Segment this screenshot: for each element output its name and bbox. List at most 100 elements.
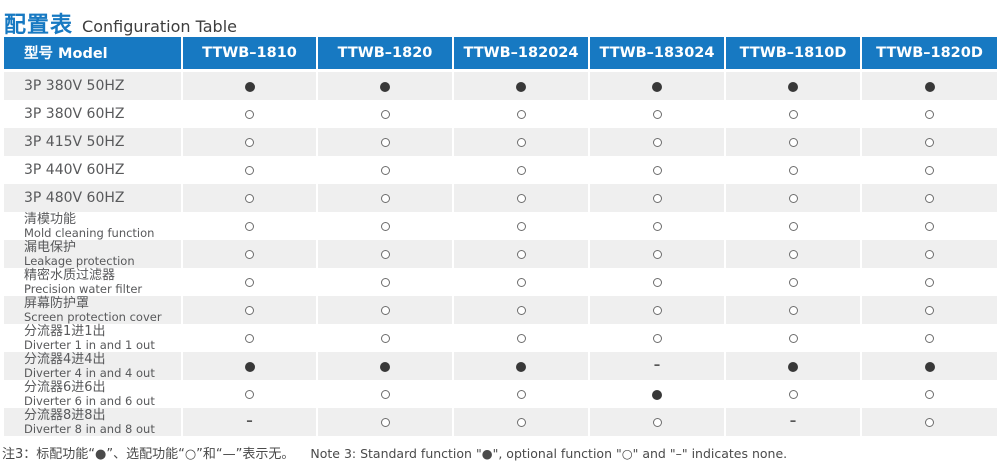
optional-function-circle-icon (380, 166, 390, 175)
standard-function-dot-icon (924, 361, 935, 372)
table-cell (317, 267, 454, 296)
table-cell (182, 295, 318, 324)
row-label-en: Diverter 4 in and 4 out (24, 365, 155, 380)
table-cell (453, 295, 590, 324)
optional-function-circle-icon (245, 194, 254, 203)
table-cell (453, 239, 590, 268)
table-cell (725, 295, 862, 324)
table-cell (861, 379, 997, 408)
table-cell (589, 295, 726, 324)
table-cell (861, 351, 997, 380)
row-label-cell: 3P 440V 60HZ (4, 155, 183, 184)
table-cell (317, 407, 454, 436)
row-label-zh: 分流器6进6出 (24, 379, 106, 395)
table-row: 漏电保护 Leakage protection (4, 239, 997, 268)
footnote-en: Note 3: Standard function "●", optional … (310, 445, 788, 461)
row-label-zh: 精密水质过滤器 (24, 267, 116, 283)
row-label-en: Diverter 8 in and 8 out (24, 421, 155, 436)
configuration-table: 型号 Model TTWB–1810 TTWB–1820 TTWB–182024 TTW… (4, 37, 997, 436)
table-row: 3P 480V 60HZ (4, 183, 997, 212)
optional-function-circle-icon (516, 250, 526, 259)
table-cell (453, 70, 590, 100)
table-cell (861, 183, 997, 212)
optional-function-circle-icon (788, 334, 798, 343)
table-cell (182, 239, 318, 268)
table-row: 分流器8进8出 Diverter 8 in and 8 out – – (4, 407, 997, 436)
optional-function-circle-icon (380, 278, 390, 287)
table-cell (453, 211, 590, 240)
table-cell (725, 155, 862, 184)
optional-function-circle-icon (925, 278, 934, 287)
optional-function-circle-icon (516, 334, 526, 343)
row-label-cell: 精密水质过滤器 Precision water filter (4, 267, 183, 296)
optional-function-circle-icon (516, 390, 526, 399)
optional-function-circle-icon (380, 222, 390, 231)
table-cell (589, 99, 726, 128)
table-cell (182, 323, 318, 352)
table-cell (861, 267, 997, 296)
standard-function-dot-icon (380, 361, 390, 372)
optional-function-circle-icon (380, 250, 390, 259)
table-row: 分流器1进1出 Diverter 1 in and 1 out (4, 323, 997, 352)
row-label-zh: 分流器1进1出 (24, 323, 106, 339)
header-model-ttwb-1820: TTWB–1820 (317, 37, 454, 72)
table-cell (182, 127, 318, 156)
optional-function-circle-icon (652, 110, 662, 119)
row-label-zh: 漏电保护 (24, 239, 77, 255)
table-cell (589, 70, 726, 100)
table-row: 分流器6进6出 Diverter 6 in and 6 out (4, 379, 997, 408)
optional-function-circle-icon (245, 138, 254, 147)
row-label: 3P 440V 60HZ (24, 161, 125, 178)
page-title: 配置表 Configuration Table (0, 0, 1000, 38)
table-cell (317, 183, 454, 212)
table-cell (182, 99, 318, 128)
table-cell (182, 155, 318, 184)
optional-function-circle-icon (245, 166, 254, 175)
table-cell (317, 99, 454, 128)
standard-function-dot-icon (652, 81, 662, 92)
optional-function-circle-icon (652, 334, 662, 343)
none-dash-icon: – (789, 413, 797, 429)
row-label-en: Diverter 6 in and 6 out (24, 393, 155, 408)
optional-function-circle-icon (516, 138, 526, 147)
row-label-cell: 3P 480V 60HZ (4, 183, 183, 212)
optional-function-circle-icon (380, 306, 390, 315)
row-label-cell: 分流器4进4出 Diverter 4 in and 4 out (4, 351, 183, 380)
table-row: 3P 380V 50HZ (4, 70, 997, 100)
table-cell (317, 70, 454, 100)
row-label-zh: 分流器8进8出 (24, 407, 106, 423)
optional-function-circle-icon (652, 250, 662, 259)
standard-function-dot-icon (788, 361, 798, 372)
optional-function-circle-icon (925, 334, 934, 343)
optional-function-circle-icon (652, 166, 662, 175)
table-cell (453, 267, 590, 296)
optional-function-circle-icon (245, 334, 254, 343)
optional-function-circle-icon (925, 390, 934, 399)
footnote: 注3：标配功能“●”、选配功能“○”和“—”表示无。 Note 3: Stand… (2, 443, 1000, 462)
optional-function-circle-icon (245, 278, 254, 287)
row-label: 3P 415V 50HZ (24, 133, 125, 150)
optional-function-circle-icon (788, 138, 798, 147)
table-cell (589, 239, 726, 268)
optional-function-circle-icon (652, 138, 662, 147)
footnote-zh: 注3：标配功能“●”、选配功能“○”和“—”表示无。 (2, 446, 295, 462)
standard-function-dot-icon (380, 81, 390, 92)
table-cell (453, 99, 590, 128)
row-label: 3P 380V 60HZ (24, 105, 125, 122)
standard-function-dot-icon (924, 81, 935, 92)
table-cell: – (589, 351, 726, 380)
optional-function-circle-icon (245, 110, 254, 119)
table-cell (317, 323, 454, 352)
row-label-en: Mold cleaning function (24, 225, 155, 240)
table-cell (182, 70, 318, 100)
table-row: 精密水质过滤器 Precision water filter (4, 267, 997, 296)
table-cell (182, 351, 318, 380)
optional-function-circle-icon (788, 278, 798, 287)
optional-function-circle-icon (516, 166, 526, 175)
table-row: 分流器4进4出 Diverter 4 in and 4 out – (4, 351, 997, 380)
header-model-ttwb-1810d: TTWB–1810D (725, 37, 862, 72)
table-cell (589, 407, 726, 436)
optional-function-circle-icon (925, 306, 934, 315)
standard-function-dot-icon (516, 81, 526, 92)
optional-function-circle-icon (516, 110, 526, 119)
